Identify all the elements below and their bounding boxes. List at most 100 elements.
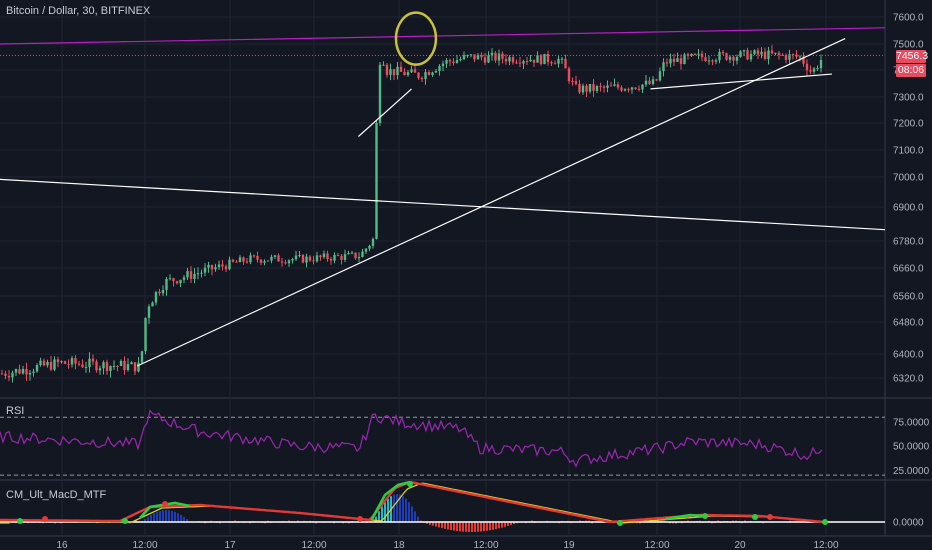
candle-body bbox=[571, 81, 574, 83]
candle-body bbox=[245, 261, 249, 263]
macd-cross-dot bbox=[407, 481, 413, 487]
candle-body bbox=[305, 256, 308, 263]
macd-cross-dot bbox=[162, 501, 168, 507]
resistance-line bbox=[0, 27, 886, 45]
candle-body bbox=[588, 84, 592, 92]
macd-histogram-bar bbox=[447, 522, 449, 530]
candle-body bbox=[581, 85, 585, 93]
candle-body bbox=[728, 56, 732, 60]
candle-body bbox=[707, 60, 711, 62]
candle-body bbox=[21, 368, 25, 374]
candle-body bbox=[599, 86, 602, 88]
candle-body bbox=[543, 53, 546, 65]
candle-body bbox=[49, 361, 53, 370]
candle-body bbox=[683, 54, 686, 65]
candle-body bbox=[182, 277, 186, 280]
macd-histogram-bar bbox=[453, 522, 455, 531]
macd-histogram-bar bbox=[441, 522, 443, 529]
candle-body bbox=[392, 69, 396, 76]
candle-body bbox=[417, 72, 420, 78]
candle-body bbox=[634, 87, 637, 89]
candle-body bbox=[221, 264, 224, 267]
candle-body bbox=[760, 51, 763, 55]
candle-body bbox=[214, 267, 217, 270]
macd-histogram-bar bbox=[510, 522, 512, 526]
candle-body bbox=[137, 362, 140, 372]
candle-body bbox=[539, 55, 543, 65]
candle-body bbox=[228, 259, 231, 270]
x-tick-label: 19 bbox=[563, 540, 575, 550]
y-tick-label: 7100.0 bbox=[893, 146, 924, 157]
y-tick-label: 7600.0 bbox=[893, 13, 924, 24]
candle-body bbox=[592, 84, 595, 91]
macd-cross-dot bbox=[767, 514, 773, 520]
candle-body bbox=[42, 360, 46, 366]
candle-body bbox=[739, 51, 742, 57]
candle-body bbox=[483, 57, 487, 63]
candle-body bbox=[606, 85, 609, 88]
candle-body bbox=[672, 58, 676, 62]
candle-body bbox=[28, 372, 32, 375]
candle-body bbox=[609, 85, 613, 87]
rsi-tick-label: 25.0000 bbox=[893, 466, 930, 477]
candle-body bbox=[774, 52, 777, 54]
macd-histogram-bar bbox=[186, 519, 188, 522]
candle-body bbox=[158, 291, 161, 294]
candle-body bbox=[459, 59, 462, 61]
candle-body bbox=[536, 55, 539, 63]
candle-body bbox=[56, 359, 60, 363]
macd-histogram-bar bbox=[507, 522, 509, 526]
rsi-tick-label: 75.0000 bbox=[893, 418, 930, 429]
y-tick-label: 6400.0 bbox=[893, 350, 924, 361]
candle-body bbox=[84, 366, 88, 368]
candle-body bbox=[427, 72, 431, 75]
macd-histogram-bar bbox=[159, 510, 161, 522]
candle-body bbox=[193, 273, 196, 279]
rsi-tick-label: 50.0000 bbox=[893, 442, 930, 453]
candle-body bbox=[431, 72, 434, 75]
macd-histogram-bar bbox=[378, 511, 380, 522]
macd-histogram-bar bbox=[162, 510, 164, 522]
macd-histogram-bar bbox=[183, 516, 185, 522]
macd-histogram-bar bbox=[462, 522, 464, 532]
y-tick-label: 7300.0 bbox=[893, 93, 924, 104]
macd-histogram-bar bbox=[471, 522, 473, 532]
candle-body bbox=[203, 267, 207, 273]
short-support bbox=[650, 73, 832, 90]
candle-body bbox=[637, 88, 641, 90]
candle-body bbox=[298, 254, 301, 256]
candle-body bbox=[438, 65, 441, 71]
candle-body bbox=[462, 55, 466, 60]
candle-body bbox=[732, 56, 735, 61]
candle-body bbox=[140, 351, 144, 363]
macd-cross-dot bbox=[822, 519, 828, 525]
macd-histogram-bar bbox=[498, 522, 500, 529]
candle-body bbox=[273, 255, 277, 257]
candle-body bbox=[256, 256, 259, 260]
candle-body bbox=[798, 56, 802, 58]
macd-histogram-bar bbox=[426, 522, 428, 524]
candle-body bbox=[259, 259, 263, 263]
macd-cross-dot bbox=[17, 518, 23, 524]
y-tick-label: 6560.0 bbox=[893, 292, 924, 303]
candle-body bbox=[550, 62, 553, 64]
candle-body bbox=[81, 364, 84, 368]
y-tick-label: 7000.0 bbox=[893, 173, 924, 184]
candle-body bbox=[357, 257, 361, 259]
candle-body bbox=[819, 60, 823, 69]
candle-body bbox=[816, 68, 819, 70]
candle-body bbox=[560, 58, 564, 60]
candle-body bbox=[231, 259, 235, 262]
macd-histogram-bar bbox=[156, 511, 158, 522]
candle-body bbox=[263, 261, 266, 263]
candle-body bbox=[350, 252, 354, 254]
macd-histogram-bar bbox=[144, 519, 146, 522]
candle-body bbox=[665, 62, 669, 64]
candle-body bbox=[200, 272, 203, 274]
candle-body bbox=[567, 68, 571, 82]
candle-body bbox=[270, 256, 273, 261]
macd-title: CM_Ult_MacD_MTF bbox=[6, 489, 107, 501]
candle-body bbox=[784, 55, 788, 60]
candle-body bbox=[74, 358, 77, 364]
